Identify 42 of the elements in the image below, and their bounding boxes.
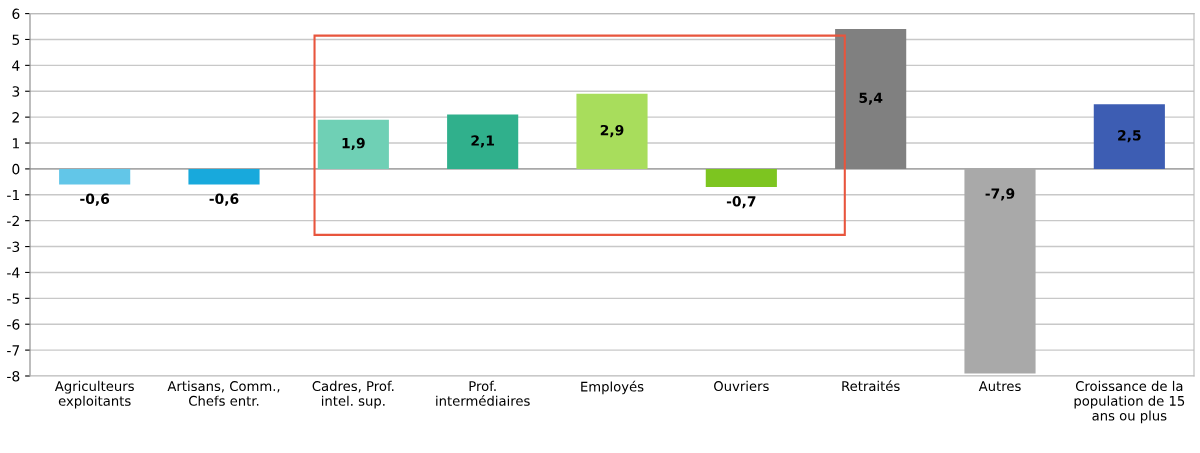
bar — [705, 168, 777, 188]
x-tick-label: Autres — [978, 381, 1021, 392]
bar — [59, 168, 131, 185]
x-tick-label: Ouvriers — [714, 380, 769, 392]
y-tick-label: -3 — [7, 241, 20, 253]
bar — [964, 168, 1036, 374]
y-tick-label: 1 — [12, 138, 19, 149]
x-tick-label: Agriculteurs exploitants — [54, 380, 134, 409]
y-tick-label: -5 — [7, 293, 20, 304]
y-tick-label: 2 — [12, 112, 19, 123]
bar — [188, 168, 260, 185]
data-label: 2,9 — [600, 124, 624, 138]
data-label: 1,9 — [342, 137, 365, 151]
y-tick-label: -1 — [7, 189, 19, 201]
bar — [1093, 104, 1165, 169]
y-tick-label: 0 — [12, 163, 20, 175]
y-tick-label: -8 — [7, 370, 20, 382]
y-tick-label: 5 — [12, 34, 20, 45]
y-tick-label: 3 — [12, 86, 20, 97]
data-label: -0,6 — [209, 193, 239, 206]
bar — [447, 114, 519, 169]
x-tick-label: Artisans, Comm., Chefs entr. — [167, 380, 280, 406]
data-label: -0,7 — [726, 196, 756, 209]
bar — [576, 93, 648, 169]
x-tick-label: Cadres, Prof. intel. sup. — [312, 380, 394, 409]
x-tick-label: Retraités — [842, 380, 900, 392]
y-tick-label: 4 — [12, 60, 20, 71]
y-tick-label: 6 — [12, 8, 20, 20]
bar — [317, 119, 389, 169]
y-tick-label: -7 — [7, 345, 20, 356]
y-tick-label: -2 — [7, 215, 19, 226]
x-tick-label: Employés — [581, 380, 644, 395]
x-tick-label: Croissance de la population de 15 ans ou plus — [1074, 380, 1185, 424]
y-tick-label: -4 — [7, 267, 20, 278]
y-tick-label: -6 — [7, 319, 20, 330]
x-tick-label: Prof. intermédiaires — [436, 380, 530, 406]
data-label: 2,1 — [471, 135, 495, 148]
data-label: -7,9 — [985, 188, 1015, 201]
bar — [835, 29, 907, 169]
data-label: -0,6 — [80, 193, 110, 206]
data-label: 2,5 — [1118, 130, 1141, 143]
data-label: 5,4 — [859, 92, 883, 105]
